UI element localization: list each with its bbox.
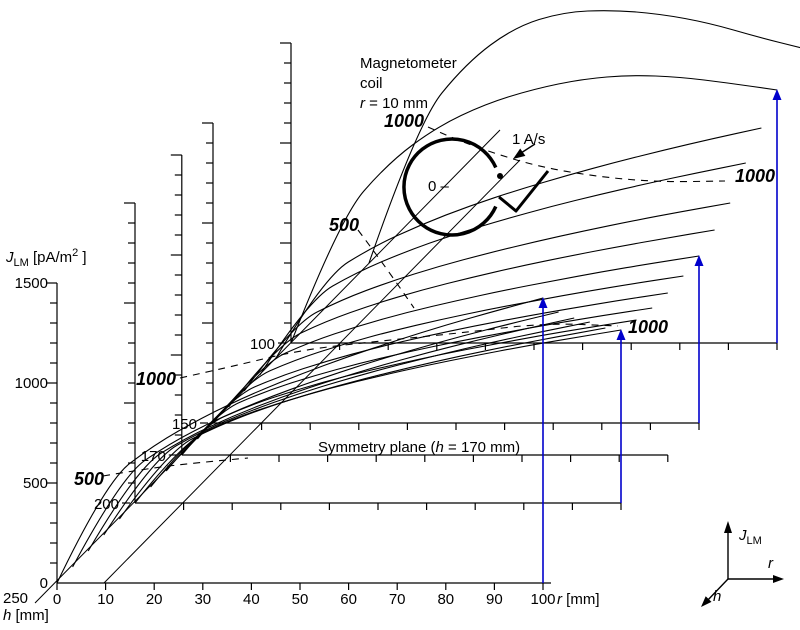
y-tick-label: 0 <box>40 575 48 592</box>
h-axis-diagonal-r0 <box>34 129 501 604</box>
triad-arrowhead-h <box>701 596 712 607</box>
triad-label-J: JLM <box>738 527 762 547</box>
triad-arrowhead-r <box>773 575 784 583</box>
triad-label-h: h <box>713 588 721 605</box>
coil-terminal-dot <box>497 173 503 179</box>
x-tick-label: 40 <box>243 591 260 608</box>
coordinate-triad: JLM r h <box>701 521 784 607</box>
readout-arrowhead-h100 <box>772 89 782 100</box>
curve-h160 <box>196 275 684 440</box>
h-plane-label: 170 <box>141 448 166 465</box>
curve-h120 <box>259 162 746 376</box>
contour-500-3 <box>357 229 415 309</box>
triad-axis-h <box>705 578 729 603</box>
x-tick-label: 100 <box>530 591 555 608</box>
curve-h150 <box>212 255 700 424</box>
coil-title-line2: coil <box>360 75 383 92</box>
curve-h180 <box>165 307 653 472</box>
y-tick-label: 500 <box>23 475 48 492</box>
x-tick-label: 90 <box>486 591 503 608</box>
readout-arrowhead-h150 <box>694 255 704 266</box>
h-plane-label: 100 <box>250 336 275 353</box>
contour-1000-0 <box>179 323 619 379</box>
curve-h240 <box>72 311 559 568</box>
x-tick-label: 70 <box>389 591 406 608</box>
contour-label-500: 500 <box>329 215 359 235</box>
h-axis-250-label: 250 <box>3 590 28 607</box>
symmetry-plane-label: Symmetry plane (h = 170 mm) <box>318 439 520 456</box>
coil-lead-wire <box>498 170 550 213</box>
curve-h110 <box>274 127 762 360</box>
triad-arrowhead-J <box>724 521 732 533</box>
readout-arrowhead-h200 <box>616 329 626 340</box>
x-tick-label: 30 <box>194 591 211 608</box>
current-arrow-head <box>513 148 526 159</box>
x-axis-title: r [mm] <box>557 591 600 608</box>
curve-h50 <box>368 10 800 264</box>
contour-1000-1 <box>427 126 726 183</box>
x-tick-label: 20 <box>146 591 163 608</box>
y-tick-label: 1500 <box>15 275 48 292</box>
coil-circle <box>402 137 498 237</box>
x-tick-label: 0 <box>53 591 61 608</box>
current-ramp-label: 1 A/s <box>512 131 545 148</box>
curve-h100 <box>290 75 778 344</box>
curve-h230 <box>87 317 575 552</box>
contour-500-2 <box>102 457 249 477</box>
curve-h200 <box>134 329 622 504</box>
h-axis-title: h [mm] <box>3 607 49 624</box>
contour-label-500: 500 <box>74 469 104 489</box>
coil-title-line3: r = 10 mm <box>360 95 428 112</box>
x-tick-label: 50 <box>292 591 309 608</box>
readout-arrowhead-h250 <box>538 297 548 308</box>
contour-label-1000: 1000 <box>735 166 775 186</box>
x-tick-label: 80 <box>437 591 454 608</box>
curve-h220 <box>103 321 590 536</box>
coil-title-line1: Magnetometer <box>360 55 457 72</box>
h-axis-diagonal-r10 <box>103 159 521 584</box>
y-axis-title: JLM [pA/m2 ] <box>5 247 87 269</box>
triad-label-r: r <box>768 555 774 572</box>
curve-h170 <box>181 292 668 456</box>
current-arrow-shaft <box>520 143 536 154</box>
curve-h250 <box>56 297 544 584</box>
h-plane-label: 150 <box>172 416 197 433</box>
contour-label-1000: 1000 <box>628 317 668 337</box>
x-tick-label: 10 <box>97 591 114 608</box>
curve-h130 <box>243 202 731 392</box>
contour-label-1000: 1000 <box>384 111 424 131</box>
contour-label-1000: 1000 <box>136 369 176 389</box>
y-tick-label: 1000 <box>15 375 48 392</box>
curve-h140 <box>228 229 715 408</box>
x-tick-label: 60 <box>340 591 357 608</box>
h-plane-label: 200 <box>94 496 119 513</box>
curve-h190 <box>150 319 637 488</box>
coil-zero-marker: 0 – <box>428 178 450 195</box>
